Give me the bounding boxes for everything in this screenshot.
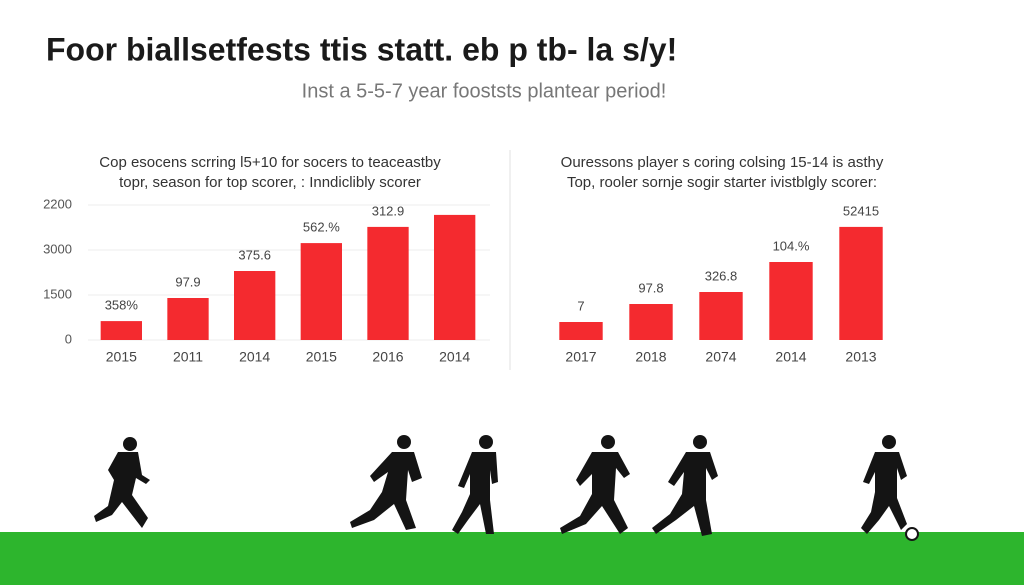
chart-title: Cop esocens scrring l5+10 for socers to … xyxy=(99,154,441,171)
chart-title: topr, season for top scorer, : Inndiclib… xyxy=(119,174,421,191)
x-tick-label: 2013 xyxy=(845,349,876,365)
x-tick-label: 2014 xyxy=(775,349,806,365)
data-label: 326.8 xyxy=(705,268,738,283)
bar xyxy=(839,226,883,340)
bar xyxy=(559,322,603,340)
x-tick-label: 2015 xyxy=(306,349,337,365)
bar xyxy=(367,226,409,340)
x-tick-label: 2014 xyxy=(239,349,270,365)
field xyxy=(0,532,1024,585)
data-label: 312.9 xyxy=(372,203,405,218)
player xyxy=(350,435,422,530)
x-tick-label: 2016 xyxy=(372,349,403,365)
data-label: 7 xyxy=(577,298,584,313)
y-tick-label: 0 xyxy=(65,331,72,346)
bar xyxy=(234,271,276,340)
page-subtitle: Inst a 5-5-7 year fooststs plantear peri… xyxy=(302,80,667,102)
player xyxy=(652,435,718,536)
bar xyxy=(699,292,743,340)
y-tick-label: 3000 xyxy=(43,241,72,256)
data-label: 562.% xyxy=(303,220,340,235)
bar xyxy=(769,262,813,340)
data-label: 358% xyxy=(105,298,139,313)
bar xyxy=(434,214,476,340)
player xyxy=(94,437,150,528)
player xyxy=(861,435,907,534)
data-label: 104.% xyxy=(773,238,810,253)
x-tick-label: 2018 xyxy=(635,349,666,365)
bar xyxy=(300,243,342,340)
chart-title: Ouressons player s coring colsing 15-14 … xyxy=(561,154,884,171)
x-tick-label: 2015 xyxy=(106,349,137,365)
data-label: 52415 xyxy=(843,203,879,218)
player xyxy=(452,435,498,534)
y-tick-label: 1500 xyxy=(43,286,72,301)
x-tick-label: 2074 xyxy=(705,349,736,365)
y-tick-label: 2200 xyxy=(43,196,72,211)
data-label: 97.8 xyxy=(638,280,663,295)
bar xyxy=(100,321,142,340)
bar xyxy=(167,298,209,340)
data-label: 97.9 xyxy=(175,274,200,289)
player xyxy=(560,435,630,534)
chart-title: Top, rooler sornje sogir starter ivistbl… xyxy=(567,174,877,191)
data-label: 375.6 xyxy=(238,247,271,262)
x-tick-label: 2017 xyxy=(565,349,596,365)
x-tick-label: 2011 xyxy=(173,349,203,365)
ball xyxy=(905,527,919,541)
players xyxy=(94,435,919,541)
page-title: Foor biallsetfests ttis statt. eb p tb- … xyxy=(46,31,677,67)
x-tick-label: 2014 xyxy=(439,349,470,365)
bar xyxy=(629,304,673,340)
